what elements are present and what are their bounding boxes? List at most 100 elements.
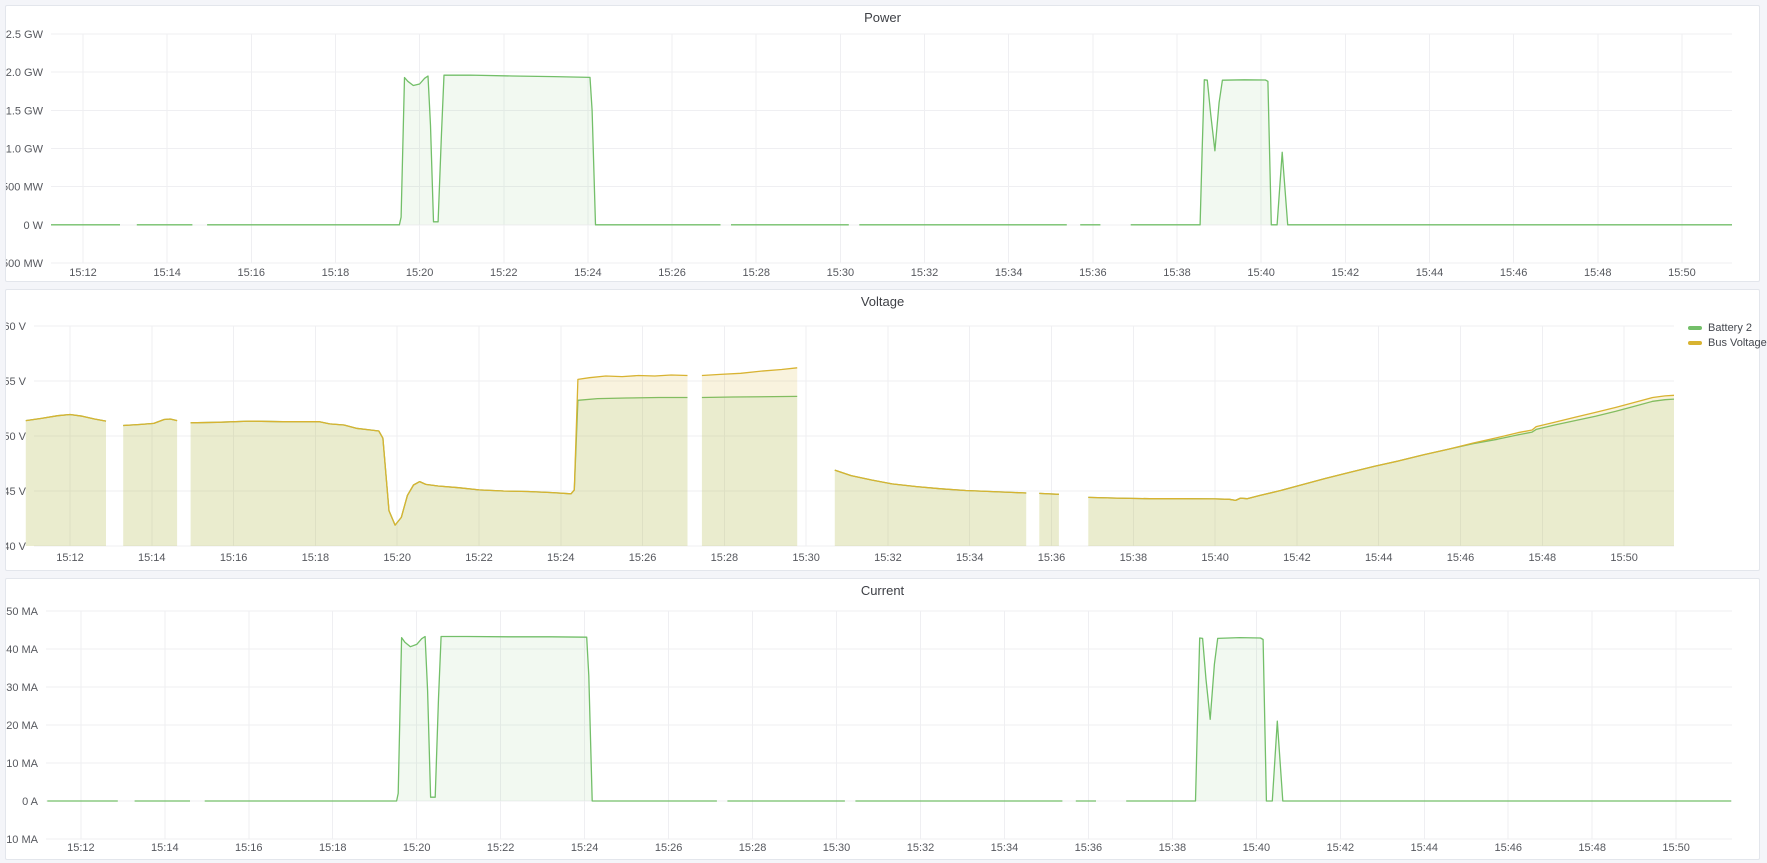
legend-marker-bus-voltage: [1688, 341, 1702, 345]
svg-text:15:48: 15:48: [1578, 842, 1606, 854]
svg-text:15:32: 15:32: [911, 267, 939, 279]
panel-current: Current 50 MA 40 MA 30 MA 20 MA 10 MA 0 A -10 …: [5, 578, 1760, 860]
panel-title-current[interactable]: Current: [860, 583, 905, 598]
svg-text:15:32: 15:32: [874, 552, 902, 564]
panel-title-power[interactable]: Power: [864, 10, 901, 25]
power-chart-canvas: 2.5 GW 2.0 GW 1.5 GW 1.0 GW 500 MW 0 W -500 MW…: [6, 29, 1732, 279]
svg-text:2.0 GW: 2.0 GW: [6, 67, 44, 79]
svg-text:15:12: 15:12: [67, 842, 95, 854]
grid-lines: [34, 325, 1674, 547]
svg-text:15:14: 15:14: [153, 267, 181, 279]
svg-text:15:36: 15:36: [1038, 552, 1066, 564]
svg-text:15:34: 15:34: [991, 842, 1019, 854]
x-axis-labels: 15:12 15:14 15:16 15:18 15:20 15:22 15:24 15:26…: [56, 552, 1638, 564]
svg-text:15:14: 15:14: [138, 552, 166, 564]
svg-text:15:40: 15:40: [1247, 267, 1275, 279]
svg-text:15:30: 15:30: [823, 842, 851, 854]
svg-text:15:14: 15:14: [151, 842, 179, 854]
svg-text:40 MA: 40 MA: [6, 644, 38, 656]
series-current: [47, 635, 1732, 802]
voltage-legend: Battery 2 Bus Voltage: [1688, 321, 1767, 351]
svg-text:15:32: 15:32: [907, 842, 935, 854]
svg-text:15:12: 15:12: [69, 267, 97, 279]
svg-text:-10 MA: -10 MA: [6, 834, 39, 846]
legend-label: Bus Voltage: [1708, 337, 1767, 349]
svg-text:15:26: 15:26: [658, 267, 686, 279]
power-plot-area[interactable]: [51, 34, 1732, 263]
svg-text:15:46: 15:46: [1494, 842, 1522, 854]
svg-text:15:22: 15:22: [487, 842, 515, 854]
svg-text:15:26: 15:26: [655, 842, 683, 854]
svg-text:1.5 GW: 1.5 GW: [6, 105, 44, 117]
svg-text:15:30: 15:30: [792, 552, 820, 564]
svg-text:15:50: 15:50: [1668, 267, 1696, 279]
panel-voltage: Voltage 60 V 55 V 50 V 45 V 40 V 15:12 15:14 15…: [5, 289, 1767, 571]
svg-text:15:42: 15:42: [1327, 842, 1355, 854]
svg-text:15:38: 15:38: [1163, 267, 1191, 279]
svg-text:50 V: 50 V: [6, 431, 27, 443]
svg-text:15:24: 15:24: [571, 842, 599, 854]
svg-text:15:20: 15:20: [403, 842, 431, 854]
svg-text:10 MA: 10 MA: [6, 758, 38, 770]
svg-text:15:34: 15:34: [995, 267, 1023, 279]
svg-text:15:18: 15:18: [302, 552, 330, 564]
legend-item-battery-2[interactable]: Battery 2: [1688, 321, 1767, 335]
svg-text:45 V: 45 V: [6, 486, 27, 498]
svg-text:15:22: 15:22: [465, 552, 493, 564]
svg-text:15:40: 15:40: [1201, 552, 1229, 564]
svg-text:15:12: 15:12: [56, 552, 84, 564]
svg-text:15:28: 15:28: [742, 267, 770, 279]
svg-text:15:46: 15:46: [1500, 267, 1528, 279]
legend-marker-battery-2: [1688, 326, 1702, 330]
svg-text:15:40: 15:40: [1243, 842, 1271, 854]
svg-text:1.0 GW: 1.0 GW: [6, 144, 44, 156]
svg-text:15:22: 15:22: [490, 267, 518, 279]
svg-text:15:28: 15:28: [739, 842, 767, 854]
svg-text:15:26: 15:26: [629, 552, 657, 564]
legend-item-bus-voltage[interactable]: Bus Voltage: [1688, 336, 1767, 350]
svg-text:15:38: 15:38: [1120, 552, 1148, 564]
svg-text:15:48: 15:48: [1584, 267, 1612, 279]
x-axis-labels: 15:12 15:14 15:16 15:18 15:20 15:22 15:24 15:26…: [69, 267, 1695, 279]
series-power: [51, 74, 1732, 226]
svg-text:15:16: 15:16: [235, 842, 263, 854]
current-plot-area[interactable]: [46, 611, 1732, 839]
svg-text:15:18: 15:18: [322, 267, 350, 279]
y-axis-labels: 60 V 55 V 50 V 45 V 40 V: [6, 321, 27, 553]
svg-text:500 MW: 500 MW: [6, 182, 44, 194]
svg-text:55 V: 55 V: [6, 376, 27, 388]
svg-text:-500 MW: -500 MW: [6, 258, 44, 270]
svg-text:15:16: 15:16: [238, 267, 266, 279]
svg-text:15:20: 15:20: [406, 267, 434, 279]
svg-text:15:48: 15:48: [1529, 552, 1557, 564]
legend-label: Battery 2: [1708, 322, 1753, 334]
svg-text:50 MA: 50 MA: [6, 606, 38, 618]
svg-text:2.5 GW: 2.5 GW: [6, 29, 44, 41]
svg-text:15:46: 15:46: [1447, 552, 1475, 564]
svg-text:15:42: 15:42: [1332, 267, 1360, 279]
svg-text:15:30: 15:30: [827, 267, 855, 279]
svg-text:20 MA: 20 MA: [6, 720, 38, 732]
svg-text:15:20: 15:20: [383, 552, 411, 564]
svg-text:15:50: 15:50: [1662, 842, 1690, 854]
svg-text:15:50: 15:50: [1610, 552, 1638, 564]
y-axis-labels: 50 MA 40 MA 30 MA 20 MA 10 MA 0 A -10 MA: [6, 606, 39, 846]
y-axis-labels: 2.5 GW 2.0 GW 1.5 GW 1.0 GW 500 MW 0 W -500 MW: [6, 29, 44, 270]
svg-text:15:44: 15:44: [1416, 267, 1444, 279]
series-bus-voltage: [25, 367, 1675, 546]
svg-text:30 MA: 30 MA: [6, 682, 38, 694]
voltage-plot-area[interactable]: [34, 326, 1674, 546]
svg-text:15:24: 15:24: [574, 267, 602, 279]
panel-title-voltage[interactable]: Voltage: [860, 294, 905, 309]
svg-text:0 W: 0 W: [23, 220, 43, 232]
svg-text:15:38: 15:38: [1159, 842, 1187, 854]
svg-text:40 V: 40 V: [6, 541, 27, 553]
voltage-chart-canvas: 60 V 55 V 50 V 45 V 40 V 15:12 15:14 15:16 15:18…: [6, 321, 1675, 564]
svg-text:15:16: 15:16: [220, 552, 248, 564]
svg-text:15:44: 15:44: [1411, 842, 1439, 854]
panel-power: Power 2.5 GW 2.0 GW 1.5 GW 1.0 GW 500 MW 0 W -…: [5, 5, 1760, 282]
svg-text:15:36: 15:36: [1075, 842, 1103, 854]
svg-text:15:44: 15:44: [1365, 552, 1393, 564]
